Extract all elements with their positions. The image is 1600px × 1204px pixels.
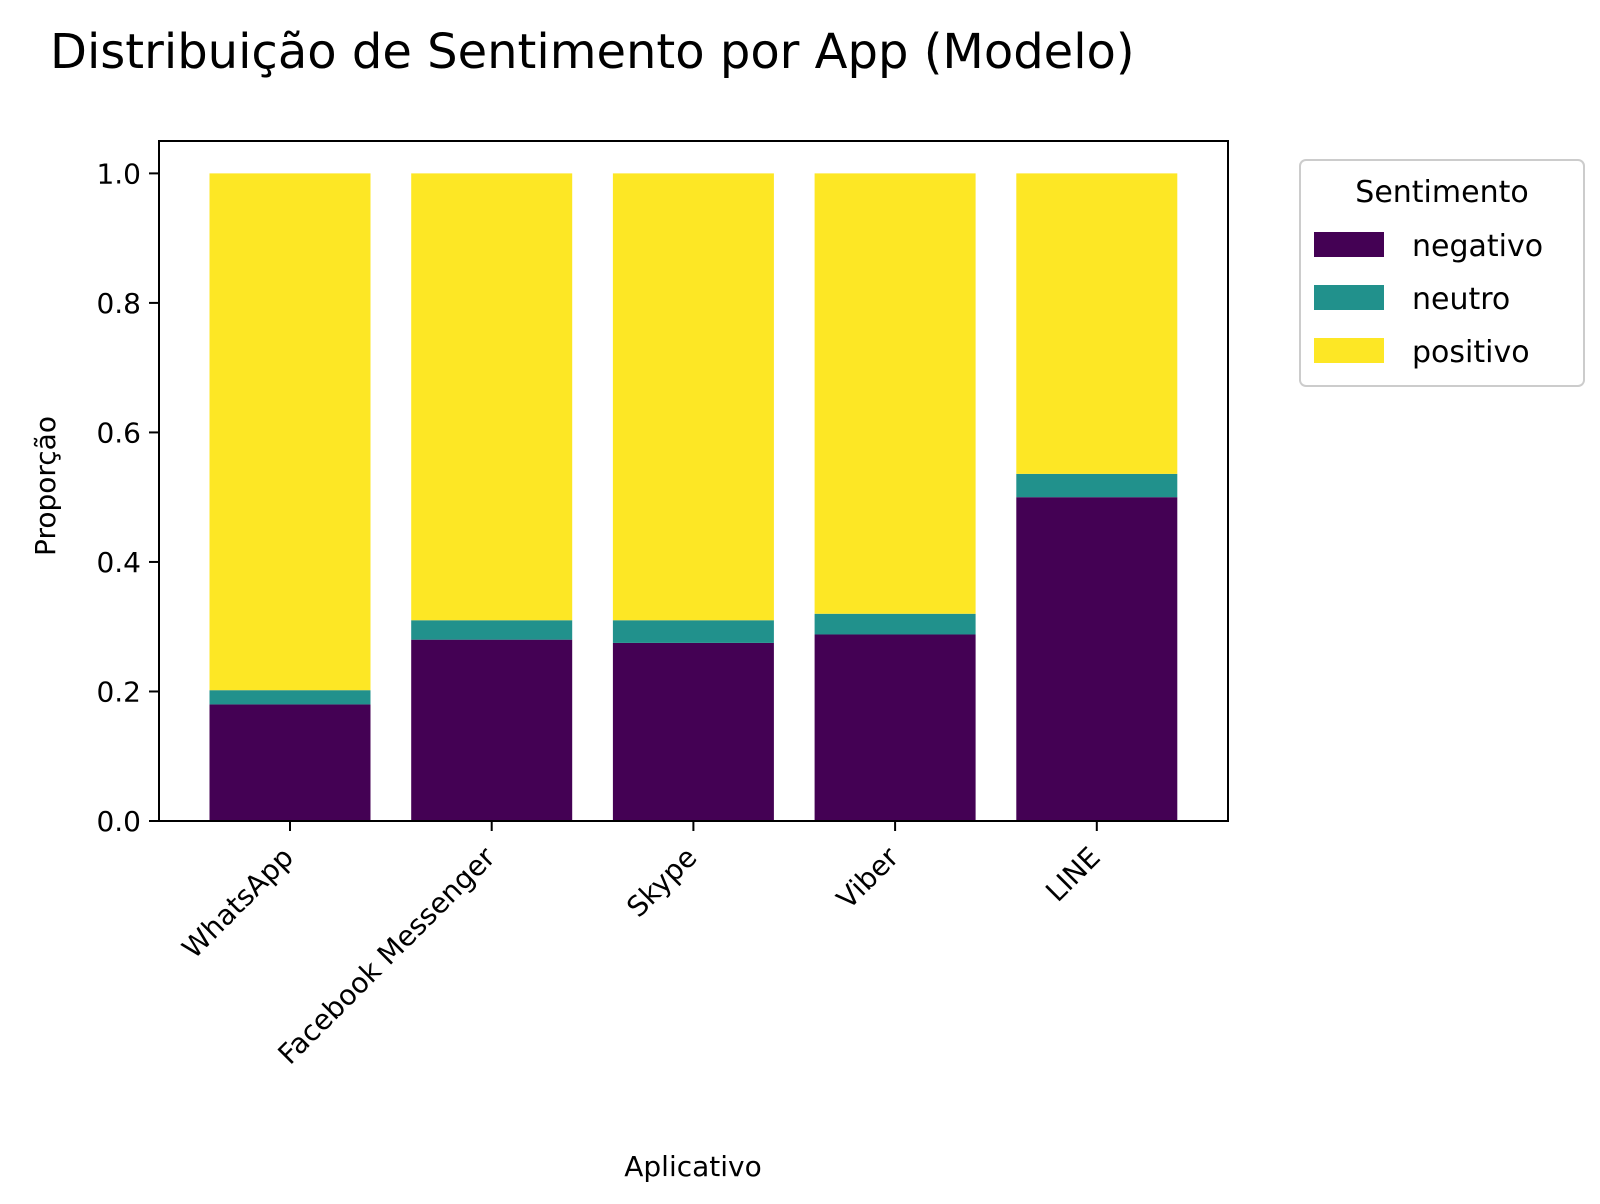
y-tick-label: 0.4 (96, 546, 141, 579)
y-tick-label: 0.6 (96, 416, 141, 449)
y-tick-label: 0.0 (96, 805, 141, 838)
bar-facebook-messenger-neutro (411, 620, 573, 640)
legend-label-positivo: positivo (1412, 335, 1530, 370)
bar-whatsapp-positivo (209, 173, 371, 691)
x-tick-label: LINE (1039, 841, 1107, 909)
bar-whatsapp-negativo (209, 704, 371, 821)
chart-title: Distribuição de Sentimento por App (Mode… (50, 24, 1135, 80)
legend-box (1299, 159, 1585, 387)
y-axis: 0.0 0.2 0.4 0.6 0.8 1.0 (96, 157, 159, 838)
y-tick-label: 0.2 (96, 675, 141, 708)
bar-skype-neutro (612, 620, 774, 643)
bar-skype-negativo (612, 642, 774, 821)
x-tick-label: Skype (620, 841, 703, 924)
legend-swatch-positivo (1314, 338, 1384, 363)
y-tick-label: 1.0 (96, 157, 141, 190)
x-tick-label: WhatsApp (176, 841, 300, 965)
bar-line-neutro (1016, 473, 1178, 498)
bar-skype-positivo (612, 173, 774, 621)
legend-label-neutro: neutro (1412, 282, 1510, 317)
bars-layer (209, 173, 1178, 821)
x-axis-label: Aplicativo (624, 1150, 762, 1183)
bar-facebook-messenger-positivo (411, 173, 573, 621)
bar-line-positivo (1016, 173, 1178, 474)
y-axis-label: Proporção (29, 416, 62, 556)
bar-viber-negativo (814, 634, 976, 821)
bar-viber-positivo (814, 173, 976, 614)
bar-facebook-messenger-negativo (411, 639, 573, 821)
bar-line-negativo (1016, 497, 1178, 821)
legend-label-negativo: negativo (1412, 229, 1543, 264)
legend: Sentimento negativo neutro positivo (1299, 159, 1585, 387)
legend-swatch-negativo (1314, 232, 1384, 257)
legend-title: Sentimento (1355, 175, 1528, 210)
legend-swatch-neutro (1314, 285, 1384, 310)
x-tick-label: Viber (830, 840, 905, 915)
x-tick-label: Facebook Messenger (271, 840, 502, 1071)
bar-viber-neutro (814, 613, 976, 635)
y-tick-label: 0.8 (96, 287, 141, 320)
bar-whatsapp-neutro (209, 690, 371, 705)
